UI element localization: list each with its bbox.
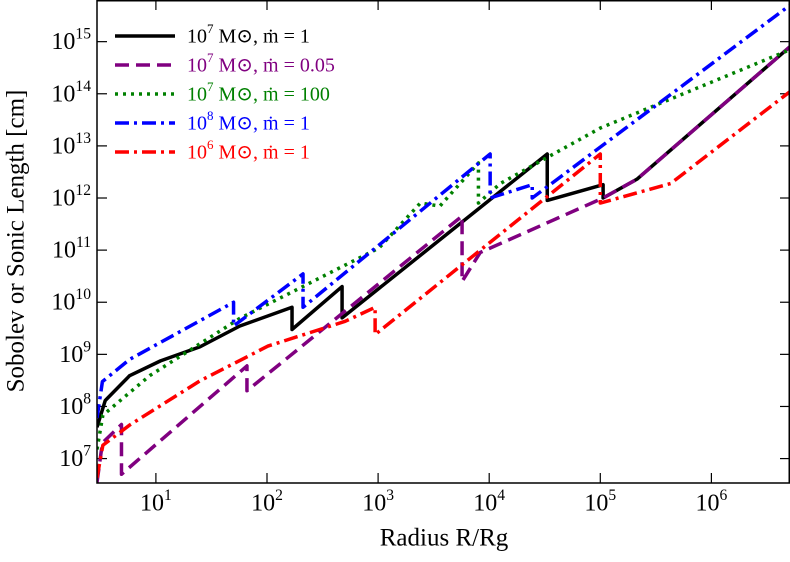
legend-label: 106 M⊙, ṁ = 1 [187,137,310,163]
x-tick-label: 102 [251,487,283,516]
y-tick-label: 108 [59,391,91,420]
legend-label: 107 M⊙, ṁ = 1 [187,21,310,47]
x-tick-label: 106 [695,487,727,516]
data-line [97,45,790,428]
y-tick-label: 109 [59,338,91,367]
y-tick-label: 1013 [51,130,91,159]
x-axis-title: Radius R/Rg [380,525,509,552]
y-tick-label: 1012 [51,182,91,211]
data-line [97,48,790,450]
y-tick-label: 1010 [51,286,91,315]
y-axis-title: Sobolev or Sonic Length [cm] [3,90,30,393]
x-tick-label: 105 [584,487,616,516]
y-tick-label: 1011 [52,234,91,263]
data-line [97,3,790,419]
y-tick-label: 1014 [51,78,91,107]
x-tick-label: 104 [473,487,505,516]
x-tick-label: 103 [362,487,394,516]
legend-label: 107 M⊙, ṁ = 0.05 [187,50,335,76]
y-tick-label: 107 [59,443,91,472]
plot-frame [96,0,790,484]
y-tick-label: 1015 [51,26,91,55]
x-tick-label: 101 [140,487,172,516]
legend-label: 108 M⊙, ṁ = 1 [187,108,310,134]
data-line [97,90,790,478]
legend-label: 107 M⊙, ṁ = 100 [187,79,330,105]
plot-lines [97,3,790,483]
data-line [97,45,790,483]
